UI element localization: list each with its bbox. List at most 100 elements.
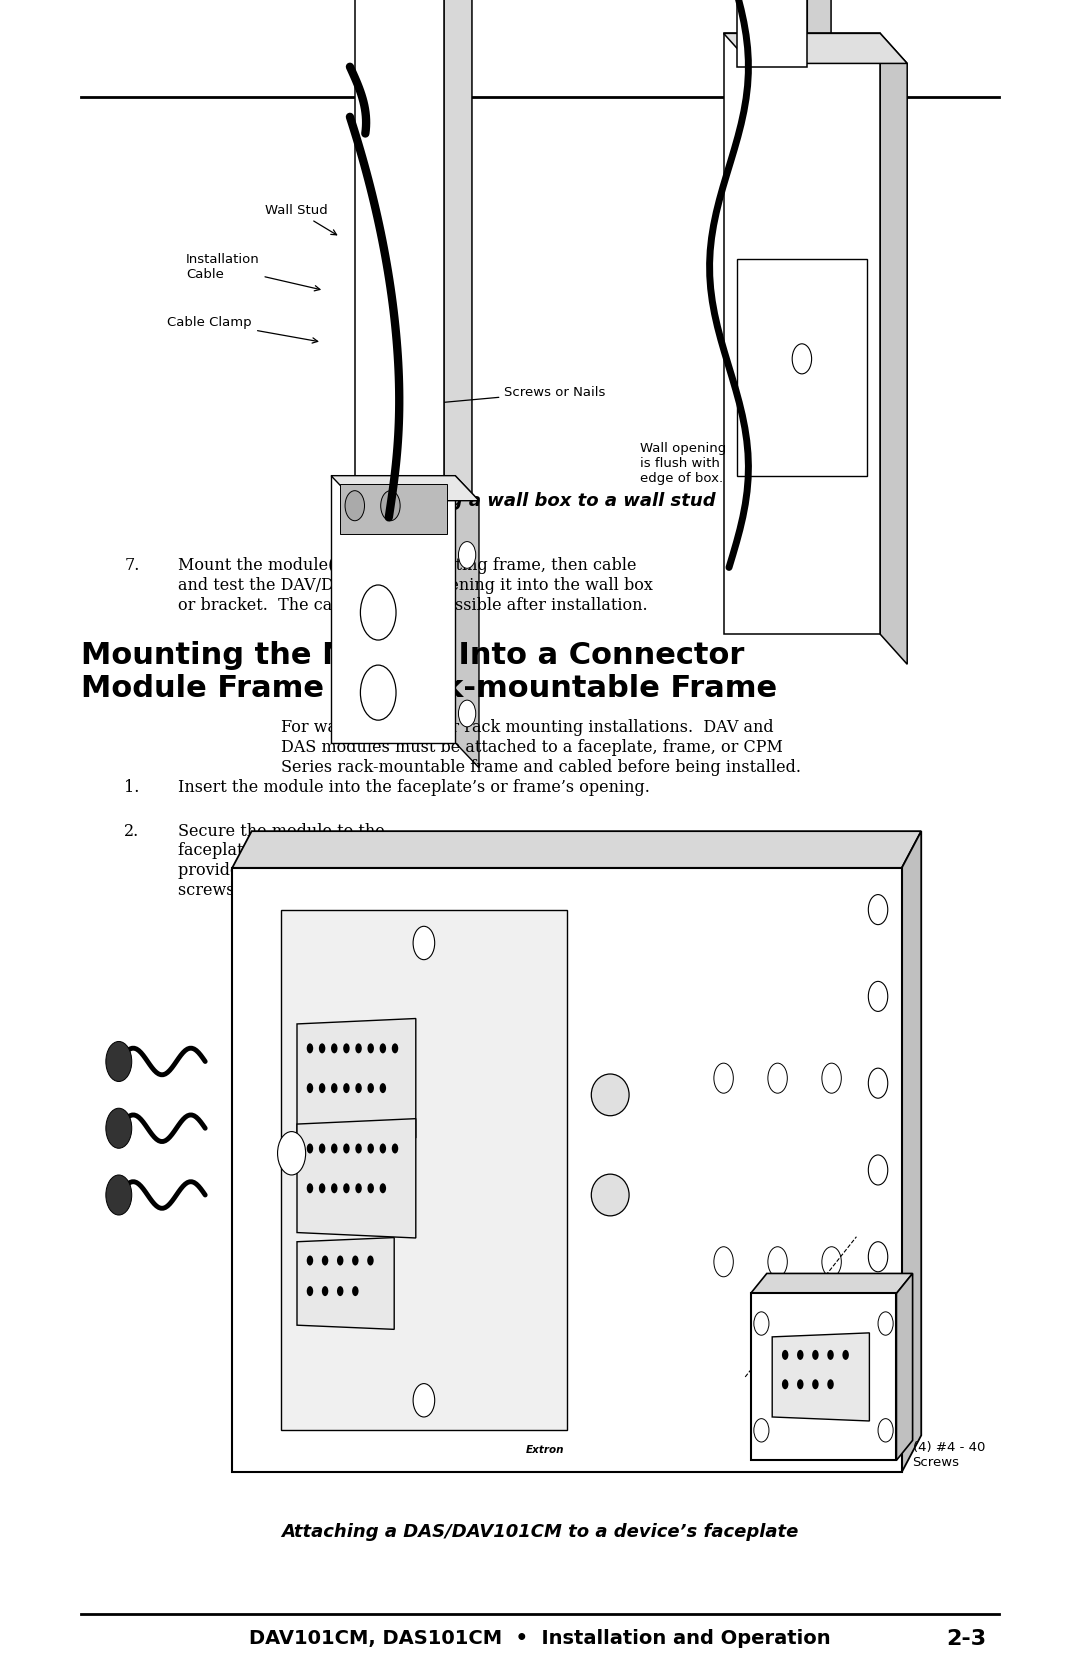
Text: Mount the module(s) onto a mounting frame, then cable
and test the DAV/DAS befor: Mount the module(s) onto a mounting fram… bbox=[178, 557, 653, 614]
Circle shape bbox=[380, 1043, 387, 1053]
Text: Attaching a wall box to a wall stud: Attaching a wall box to a wall stud bbox=[365, 492, 715, 509]
Text: 2-3: 2-3 bbox=[946, 1629, 987, 1649]
Circle shape bbox=[459, 699, 475, 726]
Polygon shape bbox=[737, 259, 867, 476]
Polygon shape bbox=[444, 0, 472, 531]
Ellipse shape bbox=[592, 1175, 629, 1215]
Circle shape bbox=[822, 1063, 841, 1093]
Circle shape bbox=[768, 1247, 787, 1277]
Circle shape bbox=[319, 1183, 325, 1193]
Text: Extron: Extron bbox=[526, 1445, 565, 1455]
Circle shape bbox=[319, 1083, 325, 1093]
Circle shape bbox=[343, 1083, 350, 1093]
Circle shape bbox=[367, 1255, 374, 1265]
Text: 7.: 7. bbox=[124, 557, 139, 574]
Text: Attaching a DAS/DAV101CM to a device’s faceplate: Attaching a DAS/DAV101CM to a device’s f… bbox=[281, 1524, 799, 1540]
Circle shape bbox=[868, 1242, 888, 1272]
Circle shape bbox=[322, 1255, 328, 1265]
Text: Mounting the Module Into a Connector
Module Frame or Rack-mountable Frame: Mounting the Module Into a Connector Mod… bbox=[81, 641, 778, 704]
Circle shape bbox=[355, 1183, 362, 1193]
Circle shape bbox=[355, 1043, 362, 1053]
Circle shape bbox=[822, 1247, 841, 1277]
Circle shape bbox=[868, 1329, 888, 1359]
Circle shape bbox=[380, 1183, 387, 1193]
Polygon shape bbox=[737, 0, 808, 67]
Circle shape bbox=[797, 1350, 804, 1360]
Text: 1.: 1. bbox=[124, 779, 139, 796]
Polygon shape bbox=[330, 476, 456, 743]
Circle shape bbox=[714, 1247, 733, 1277]
Circle shape bbox=[827, 1379, 834, 1389]
Circle shape bbox=[106, 1041, 132, 1082]
Text: 2.: 2. bbox=[124, 823, 139, 840]
Circle shape bbox=[278, 1132, 306, 1175]
Text: Secure the module to the
faceplate or frame with the
provided machine
screws and: Secure the module to the faceplate or fr… bbox=[178, 823, 401, 898]
Text: Installation
Cable: Installation Cable bbox=[186, 254, 320, 290]
Polygon shape bbox=[880, 33, 907, 664]
Circle shape bbox=[392, 1043, 399, 1053]
Circle shape bbox=[343, 1043, 350, 1053]
Polygon shape bbox=[902, 831, 921, 1472]
Circle shape bbox=[414, 926, 435, 960]
Polygon shape bbox=[355, 0, 444, 501]
Circle shape bbox=[868, 895, 888, 925]
Circle shape bbox=[878, 1312, 893, 1335]
Circle shape bbox=[319, 1143, 325, 1153]
Polygon shape bbox=[232, 868, 902, 1472]
Circle shape bbox=[355, 1143, 362, 1153]
Circle shape bbox=[307, 1183, 313, 1193]
Circle shape bbox=[459, 541, 475, 569]
Polygon shape bbox=[808, 0, 832, 92]
Circle shape bbox=[812, 1379, 819, 1389]
Circle shape bbox=[337, 1287, 343, 1297]
Circle shape bbox=[714, 1063, 733, 1093]
Polygon shape bbox=[297, 1018, 416, 1138]
Circle shape bbox=[878, 1419, 893, 1442]
Text: DAV101CM, DAS101CM  •  Installation and Operation: DAV101CM, DAS101CM • Installation and Op… bbox=[249, 1629, 831, 1649]
Text: Screws or Nails: Screws or Nails bbox=[431, 386, 606, 406]
Circle shape bbox=[842, 1350, 849, 1360]
Circle shape bbox=[307, 1083, 313, 1093]
Circle shape bbox=[380, 1143, 387, 1153]
Circle shape bbox=[782, 1350, 788, 1360]
Circle shape bbox=[319, 1043, 325, 1053]
Circle shape bbox=[307, 1143, 313, 1153]
Text: (4) #4 - 40
Screws: (4) #4 - 40 Screws bbox=[879, 1429, 985, 1469]
Text: Wall Stud: Wall Stud bbox=[265, 204, 337, 235]
Circle shape bbox=[332, 1083, 338, 1093]
Polygon shape bbox=[232, 831, 921, 868]
Circle shape bbox=[307, 1255, 313, 1265]
Circle shape bbox=[332, 1143, 338, 1153]
Circle shape bbox=[355, 1083, 362, 1093]
Circle shape bbox=[343, 1143, 350, 1153]
Circle shape bbox=[367, 1183, 374, 1193]
Circle shape bbox=[307, 1287, 313, 1297]
Circle shape bbox=[380, 491, 400, 521]
Text: Insert the module into the faceplate’s or frame’s opening.: Insert the module into the faceplate’s o… bbox=[178, 779, 650, 796]
Circle shape bbox=[768, 1063, 787, 1093]
Polygon shape bbox=[297, 1238, 394, 1329]
Polygon shape bbox=[751, 1273, 913, 1293]
Circle shape bbox=[367, 1043, 374, 1053]
Circle shape bbox=[754, 1419, 769, 1442]
Ellipse shape bbox=[592, 1075, 629, 1115]
Circle shape bbox=[352, 1287, 359, 1297]
Circle shape bbox=[812, 1350, 819, 1360]
Polygon shape bbox=[281, 910, 567, 1430]
Polygon shape bbox=[896, 1273, 913, 1460]
Polygon shape bbox=[340, 484, 447, 534]
Circle shape bbox=[332, 1043, 338, 1053]
Circle shape bbox=[352, 1255, 359, 1265]
Polygon shape bbox=[330, 476, 480, 501]
Circle shape bbox=[827, 1350, 834, 1360]
Polygon shape bbox=[724, 33, 880, 634]
Circle shape bbox=[754, 1312, 769, 1335]
Circle shape bbox=[337, 1255, 343, 1265]
Circle shape bbox=[343, 1183, 350, 1193]
Polygon shape bbox=[456, 476, 480, 768]
Circle shape bbox=[868, 1068, 888, 1098]
Circle shape bbox=[106, 1175, 132, 1215]
Text: Cable Clamp: Cable Clamp bbox=[167, 315, 318, 344]
Text: For wall, furniture, or rack mounting installations.  DAV and
DAS modules must b: For wall, furniture, or rack mounting in… bbox=[281, 719, 800, 776]
Circle shape bbox=[380, 1083, 387, 1093]
